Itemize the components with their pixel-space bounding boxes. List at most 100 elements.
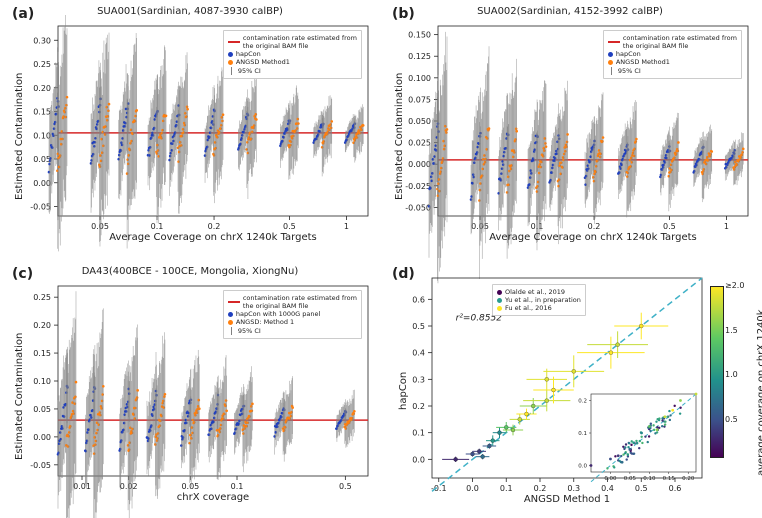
panel-letter-d: (d) — [392, 266, 415, 282]
plot-c: -0.050.000.050.100.150.200.250.010.020.0… — [58, 286, 368, 476]
colorbar-tick: 0.5 — [725, 415, 738, 424]
legend-label: ANGSD: Method 1 — [236, 318, 294, 326]
svg-text:0.125: 0.125 — [408, 52, 431, 61]
legend-row: contamination rate estimated fromthe ori… — [608, 34, 737, 50]
svg-text:0.5: 0.5 — [283, 222, 296, 231]
svg-text:0.15: 0.15 — [33, 349, 51, 358]
legend-row: 95% CI — [228, 67, 357, 75]
colorbar-tick: 1.5 — [725, 326, 738, 335]
svg-text:0.5: 0.5 — [663, 222, 676, 231]
legend-d: Olalde et al., 2019Yu et al., in prepara… — [492, 284, 586, 316]
legend-label: contamination rate estimated fromthe ori… — [243, 34, 357, 50]
svg-text:0.20: 0.20 — [682, 476, 695, 482]
plot-a: -0.050.000.050.100.150.200.250.300.050.1… — [58, 26, 368, 216]
legend-label: ANGSD Method1 — [236, 58, 290, 66]
svg-text:0.1: 0.1 — [231, 482, 244, 491]
colorbar-tick: 1.0 — [725, 370, 738, 379]
svg-text:0.6: 0.6 — [412, 295, 425, 304]
plot-b: -0.050-0.0250.0000.0250.0500.0750.1000.1… — [438, 26, 748, 216]
svg-text:-0.050: -0.050 — [405, 203, 431, 212]
legend-label: Yu et al., in preparation — [505, 296, 581, 304]
ylabel-a: Estimated Contamination — [14, 73, 25, 200]
svg-text:0.5: 0.5 — [635, 484, 648, 493]
legend-row: Fu et al., 2016 — [497, 304, 581, 312]
svg-text:0.0: 0.0 — [412, 455, 425, 464]
svg-text:0.4: 0.4 — [601, 484, 614, 493]
plot-d: -0.10.00.10.20.30.40.50.60.00.10.20.30.4… — [432, 278, 702, 478]
legend-label: ANGSD Method1 — [616, 58, 670, 66]
svg-text:1: 1 — [344, 222, 349, 231]
legend-label: contamination rate estimated fromthe ori… — [243, 294, 357, 310]
svg-text:0.30: 0.30 — [33, 36, 51, 45]
ylabel-b: Estimated Contamination — [394, 73, 405, 200]
svg-text:0.100: 0.100 — [408, 74, 431, 83]
svg-text:0.6: 0.6 — [669, 484, 682, 493]
ylabel-d: hapCon — [398, 372, 409, 410]
panel-a: (a) SUA001(Sardinian, 4087-3930 calBP) E… — [0, 0, 380, 250]
legend-row: ANGSD: Method 1 — [228, 318, 357, 326]
colorbar-tick: ≥2.0 — [725, 281, 744, 290]
panel-d: (d) hapCon -0.1 0.0 0.1 0.2 0.3 0.4 0.5 0.6 0.0 0… — [380, 260, 760, 510]
svg-text:0.00: 0.00 — [33, 433, 51, 442]
svg-text:0.025: 0.025 — [408, 139, 431, 148]
ylabel-c: Estimated Contamination — [14, 333, 25, 460]
legend-row: hapCon — [228, 50, 357, 58]
xlabel-c: chrX coverage — [58, 492, 368, 503]
svg-text:0.075: 0.075 — [408, 95, 431, 104]
svg-text:0.2: 0.2 — [578, 399, 587, 405]
svg-text:0.5: 0.5 — [412, 322, 425, 331]
svg-text:-0.1: -0.1 — [431, 484, 447, 493]
legend-row: 95% CI — [228, 327, 357, 335]
svg-text:0.2: 0.2 — [208, 222, 221, 231]
svg-text:0.05: 0.05 — [181, 482, 199, 491]
svg-text:0.20: 0.20 — [33, 84, 51, 93]
legend-row: contamination rate estimated fromthe ori… — [228, 294, 357, 310]
legend-label: 95% CI — [238, 327, 261, 335]
svg-text:0.1: 0.1 — [578, 431, 587, 437]
legend-label: 95% CI — [238, 67, 261, 75]
legend-label: hapCon — [616, 50, 641, 58]
svg-text:0.10: 0.10 — [33, 131, 51, 140]
svg-text:0.050: 0.050 — [408, 117, 431, 126]
svg-text:0.01: 0.01 — [73, 482, 91, 491]
legend-label: 95% CI — [618, 67, 641, 75]
panel-b: (b) SUA002(Sardinian, 4152-3992 calBP) E… — [380, 0, 760, 250]
svg-text:0.2: 0.2 — [534, 484, 547, 493]
svg-text:0.25: 0.25 — [33, 293, 51, 302]
title-c: DA43(400BCE - 100CE, Mongolia, XiongNu) — [0, 266, 380, 277]
svg-text:0.1: 0.1 — [151, 222, 164, 231]
title-a: SUA001(Sardinian, 4087-3930 calBP) — [0, 6, 380, 17]
legend-row: Olalde et al., 2019 — [497, 288, 581, 296]
svg-text:1: 1 — [724, 222, 729, 231]
panel-c: (c) DA43(400BCE - 100CE, Mongolia, Xiong… — [0, 260, 380, 510]
svg-text:0.05: 0.05 — [33, 405, 51, 414]
svg-text:0.3: 0.3 — [412, 375, 425, 384]
svg-text:0.150: 0.150 — [408, 31, 431, 40]
legend: contamination rate estimated fromthe ori… — [223, 290, 362, 339]
svg-text:0.0: 0.0 — [466, 484, 479, 493]
svg-text:-0.05: -0.05 — [30, 203, 51, 212]
xlabel-a: Average Coverage on chrX 1240k Targets — [58, 232, 368, 243]
legend-row: hapCon — [608, 50, 737, 58]
xlabel-d: ANGSD Method 1 — [432, 494, 702, 505]
svg-text:0.20: 0.20 — [33, 321, 51, 330]
legend-label: hapCon with 1000G panel — [236, 310, 320, 318]
legend-row: 95% CI — [608, 67, 737, 75]
legend: contamination rate estimated fromthe ori… — [603, 30, 742, 79]
xlabel-b: Average Coverage on chrX 1240k Targets — [438, 232, 748, 243]
title-b: SUA002(Sardinian, 4152-3992 calBP) — [380, 6, 760, 17]
svg-text:0.0: 0.0 — [578, 464, 587, 470]
svg-text:0.05: 0.05 — [624, 476, 637, 482]
legend: contamination rate estimated fromthe ori… — [223, 30, 362, 79]
svg-text:0.15: 0.15 — [663, 476, 676, 482]
svg-text:0.2: 0.2 — [588, 222, 601, 231]
svg-text:0.10: 0.10 — [33, 377, 51, 386]
svg-text:0.05: 0.05 — [33, 155, 51, 164]
svg-text:0.1: 0.1 — [412, 429, 425, 438]
legend-row: contamination rate estimated fromthe ori… — [228, 34, 357, 50]
legend-row: ANGSD Method1 — [228, 58, 357, 66]
legend-label: hapCon — [236, 50, 261, 58]
svg-text:0.1: 0.1 — [500, 484, 513, 493]
svg-text:0.000: 0.000 — [408, 160, 431, 169]
svg-text:0.15: 0.15 — [33, 108, 51, 117]
